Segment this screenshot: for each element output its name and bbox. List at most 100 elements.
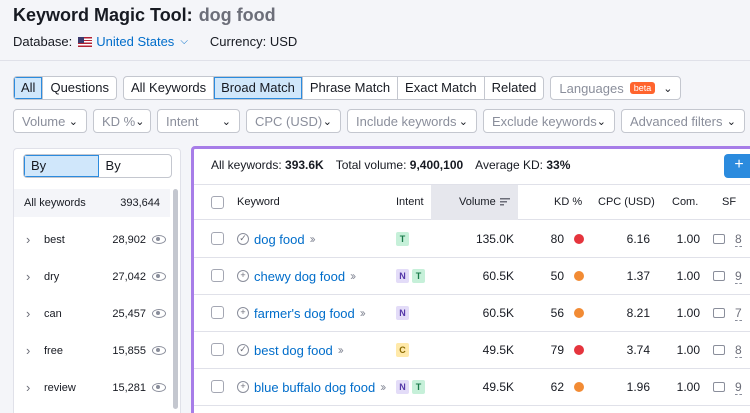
keyword-link[interactable]: best dog food (254, 342, 333, 358)
intent-badge: T (412, 269, 425, 283)
eye-icon[interactable] (152, 346, 166, 355)
add-to-list-button[interactable]: + (724, 154, 750, 178)
kd-filter[interactable]: KD % ⌄ (93, 109, 151, 133)
all-keywords-row[interactable]: All keywords 393,644 (14, 189, 170, 217)
table-row[interactable]: + farmer's dog food ›› N 60.5K 56 8.21 1.00 7 (194, 295, 750, 332)
serp-features-icon[interactable] (713, 234, 725, 244)
column-intent[interactable]: Intent (396, 196, 424, 208)
table-row[interactable]: + chewy dog food ›› N T 60.5K 50 1.37 1.00 9 (194, 258, 750, 295)
eye-icon[interactable] (152, 272, 166, 281)
eye-icon[interactable] (152, 235, 166, 244)
chevron-down-icon: ⌄ (596, 115, 606, 128)
cpc-value: 1.37 (626, 269, 650, 283)
volume-filter[interactable]: Volume ⌄ (13, 109, 87, 133)
chevron-right-icon[interactable]: › (26, 380, 31, 395)
tool-name: Keyword Magic Tool: (13, 5, 193, 25)
chevron-right-icon[interactable]: › (26, 232, 31, 247)
sidebar-scrollbar[interactable] (173, 189, 178, 409)
chevron-down-icon: ⌄ (221, 115, 231, 128)
serp-features-icon[interactable] (713, 345, 725, 355)
chevron-down-icon: ⌄ (322, 115, 332, 128)
sf-count[interactable]: 9 (735, 379, 742, 395)
tab-questions[interactable]: Questions (50, 80, 109, 95)
column-cpc[interactable]: CPC (USD) (598, 196, 655, 208)
kd-difficulty-dot (574, 308, 584, 318)
kd-value: 56 (550, 306, 564, 320)
plus-circle-icon[interactable]: + (237, 307, 249, 319)
group-label: best (44, 233, 65, 246)
row-checkbox[interactable] (211, 306, 224, 319)
table-row[interactable]: + blue buffalo dog food ›› N T 49.5K 62 1.96 1.0… (194, 369, 750, 406)
row-checkbox[interactable] (211, 380, 224, 393)
serp-features-icon[interactable] (713, 382, 725, 392)
double-chevron-right-icon[interactable]: ›› (309, 232, 316, 246)
group-item[interactable]: › dry 27,042 (14, 258, 170, 295)
intent-filter[interactable]: Intent ⌄ (157, 109, 240, 133)
row-checkbox[interactable] (211, 232, 224, 245)
database-selector[interactable]: United States ⌵ (78, 34, 188, 49)
kd-difficulty-dot (574, 271, 584, 281)
group-item[interactable]: › review 15,281 (14, 369, 170, 406)
tab-phrase-match[interactable]: Phrase Match (303, 77, 399, 99)
sf-count[interactable]: 8 (735, 231, 742, 247)
double-chevron-right-icon[interactable]: ›› (337, 343, 344, 357)
column-volume[interactable]: Volume (431, 185, 518, 220)
column-com[interactable]: Com. (672, 196, 699, 208)
tab-all-keywords[interactable]: All Keywords (124, 77, 215, 99)
by-volume-button[interactable]: By volume (105, 158, 121, 173)
tab-related[interactable]: Related (491, 80, 537, 95)
intent-badge: T (412, 380, 425, 394)
check-circle-icon[interactable]: ✓ (237, 344, 249, 356)
check-circle-icon[interactable]: ✓ (237, 233, 249, 245)
languages-dropdown[interactable]: Languages beta ⌄ (550, 76, 682, 100)
keyword-link[interactable]: blue buffalo dog food (254, 379, 376, 395)
keyword-link[interactable]: farmer's dog food (254, 305, 355, 321)
double-chevron-right-icon[interactable]: ›› (380, 380, 386, 394)
column-keyword[interactable]: Keyword (237, 196, 280, 208)
group-list: › best 28,902 › dry 27,042 › can 25,457 › free 1… (14, 221, 170, 406)
tab-all[interactable]: All (14, 77, 44, 99)
row-checkbox[interactable] (211, 269, 224, 282)
column-volume-label: Volume (459, 196, 496, 208)
table-row[interactable]: ✓ dog food ›› T 135.0K 80 6.16 1.00 8 (194, 221, 750, 258)
column-kd[interactable]: KD % (554, 196, 583, 208)
chevron-right-icon[interactable]: › (26, 343, 31, 358)
tab-broad-match[interactable]: Broad Match (214, 77, 303, 99)
select-all-checkbox[interactable] (211, 196, 224, 209)
sf-count[interactable]: 7 (735, 305, 742, 321)
table-row[interactable]: ✓ best dog food ›› C 49.5K 79 3.74 1.00 8 (194, 332, 750, 369)
advanced-filters[interactable]: Advanced filters ⌄ (621, 109, 745, 133)
sort-descending-icon (499, 198, 510, 207)
cpc-filter[interactable]: CPC (USD) ⌄ (246, 109, 341, 133)
sf-count[interactable]: 8 (735, 342, 742, 358)
chevron-right-icon[interactable]: › (26, 306, 31, 321)
chevron-right-icon[interactable]: › (26, 269, 31, 284)
group-count: 28,902 (112, 233, 146, 246)
sf-count[interactable]: 9 (735, 268, 742, 284)
plus-circle-icon[interactable]: + (237, 270, 249, 282)
serp-features-icon[interactable] (713, 271, 725, 281)
keyword-link[interactable]: chewy dog food (254, 268, 346, 284)
tab-exact-match[interactable]: Exact Match (398, 77, 485, 99)
by-number-button[interactable]: By number (24, 155, 99, 177)
group-item[interactable]: › free 15,855 (14, 332, 170, 369)
kd-value: 80 (550, 232, 564, 246)
total-volume-value: 9,400,100 (409, 158, 464, 172)
kd-value: 62 (550, 380, 564, 394)
group-item[interactable]: › can 25,457 (14, 295, 170, 332)
group-item[interactable]: › best 28,902 (14, 221, 170, 258)
plus-circle-icon[interactable]: + (237, 381, 249, 393)
exclude-keywords-filter[interactable]: Exclude keywords ⌄ (483, 109, 615, 133)
eye-icon[interactable] (152, 309, 166, 318)
divider (0, 60, 750, 61)
column-sf[interactable]: SF (722, 196, 737, 208)
double-chevron-right-icon[interactable]: ›› (359, 306, 366, 320)
eye-icon[interactable] (152, 383, 166, 392)
include-keywords-filter[interactable]: Include keywords ⌄ (347, 109, 477, 133)
serp-features-icon[interactable] (713, 308, 725, 318)
row-checkbox[interactable] (211, 343, 224, 356)
table-header: Keyword Intent Volume KD % CPC (USD) Com… (194, 184, 750, 220)
group-count: 15,281 (112, 381, 146, 394)
keyword-link[interactable]: dog food (254, 231, 305, 247)
double-chevron-right-icon[interactable]: ›› (350, 269, 356, 283)
